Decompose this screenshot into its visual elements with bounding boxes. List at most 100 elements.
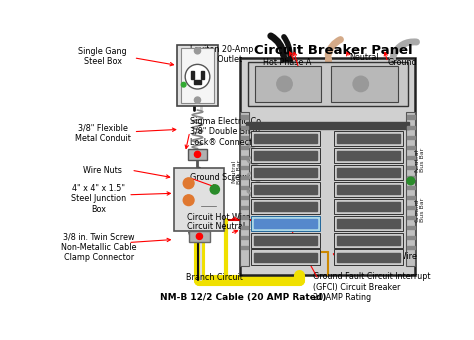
Bar [189,231,210,242]
Bar [241,236,248,239]
Text: Neutral: Neutral [349,53,379,62]
Bar [334,165,403,180]
Bar [241,186,248,189]
Bar [254,253,317,262]
Bar [331,66,398,102]
Circle shape [407,177,415,185]
Bar [241,125,248,129]
Bar [241,116,248,119]
Bar [251,199,320,214]
Text: Circuit Breaker Panel: Circuit Breaker Panel [255,44,413,56]
Bar [254,134,317,143]
Circle shape [183,195,194,206]
Bar [194,80,201,84]
Bar [241,175,248,180]
Bar [334,199,403,214]
Circle shape [185,64,210,89]
Bar [251,182,320,197]
Bar [251,216,320,231]
Text: Circuit Hot Wire: Circuit Hot Wire [188,214,251,222]
Bar [254,168,317,177]
Text: Wire Nuts: Wire Nuts [83,166,122,175]
Bar [407,116,415,119]
Bar [407,245,415,250]
Text: Circuit Neutral
Wire: Circuit Neutral Wire [188,222,246,241]
Bar [241,226,248,230]
Text: Sigma Electric Co.
3/8" Double Snap
Lock® Connector: Sigma Electric Co. 3/8" Double Snap Lock… [190,117,263,147]
Bar [407,226,415,230]
Bar [241,216,248,219]
Bar [254,219,317,228]
Circle shape [277,76,292,91]
Text: Ground: Ground [388,58,417,67]
Bar [334,148,403,163]
Circle shape [183,178,194,189]
Bar [407,155,415,159]
Bar [201,70,204,79]
Text: 4" x 4" x 1.5"
Steel Junction
Box: 4" x 4" x 1.5" Steel Junction Box [72,184,127,214]
Circle shape [353,76,368,91]
Bar [191,70,194,79]
Bar [407,125,415,129]
Text: 3/8" Flexible
Metal Conduit: 3/8" Flexible Metal Conduit [75,123,131,143]
Text: Neutral
Bus Bar: Neutral Bus Bar [415,148,426,172]
Bar [181,48,214,103]
Bar [337,253,400,262]
Bar [337,202,400,211]
Text: Single Gang
Steel Box: Single Gang Steel Box [79,47,127,66]
Text: 3/8 in. Twin Screw
Non-Metallic Cable
Clamp Connector: 3/8 in. Twin Screw Non-Metallic Cable Cl… [61,232,137,262]
Bar [188,149,207,160]
Bar [337,236,400,245]
Text: Ground Screw: Ground Screw [190,173,246,182]
Bar [254,202,317,211]
Text: Hot Phase B: Hot Phase B [263,66,311,74]
Text: Pigtail: Pigtail [288,135,312,144]
Bar [407,216,415,219]
Bar [241,166,248,169]
Bar [407,146,415,149]
Bar [334,182,403,197]
Bar [254,151,317,160]
Bar [337,151,400,160]
Bar [251,250,320,265]
Bar [337,168,400,177]
Bar [241,155,248,159]
Bar [251,148,320,163]
Text: Ground
Bus Bar: Ground Bus Bar [415,198,426,222]
Circle shape [182,82,186,87]
Bar [337,219,400,228]
Text: Leviton 20-Amp
Single Outlet: Leviton 20-Amp Single Outlet [190,45,253,64]
Circle shape [194,48,201,54]
Bar [407,175,415,180]
Bar [406,112,415,266]
Bar [407,166,415,169]
Text: NM-B 12/2 Cable (20 AMP Rated): NM-B 12/2 Cable (20 AMP Rated) [160,293,326,302]
Text: Hot Phase A: Hot Phase A [263,58,311,67]
Bar [247,62,408,106]
Bar [241,146,248,149]
Bar [337,185,400,194]
Bar [254,236,317,245]
Circle shape [194,97,201,103]
Bar [174,168,225,231]
Bar [407,186,415,189]
Text: Neutral
Bus Bar: Neutral Bus Bar [231,159,242,184]
Bar [255,66,321,102]
Bar [241,245,248,250]
Circle shape [194,151,201,157]
Bar [334,216,403,231]
Bar [334,233,403,248]
Bar [407,206,415,209]
Bar [177,45,218,106]
Text: Ground Fault Circuit Interrupt
(GFCI) Circuit Breaker
20 AMP Rating: Ground Fault Circuit Interrupt (GFCI) Ci… [313,272,430,302]
Bar [251,233,320,248]
Bar [334,131,403,146]
Bar [337,134,400,143]
Bar [334,250,403,265]
Bar [241,206,248,209]
Circle shape [210,185,219,194]
Text: Branch Circuit: Branch Circuit [186,273,243,283]
Bar [240,58,415,275]
Circle shape [196,233,202,239]
Bar [254,185,317,194]
